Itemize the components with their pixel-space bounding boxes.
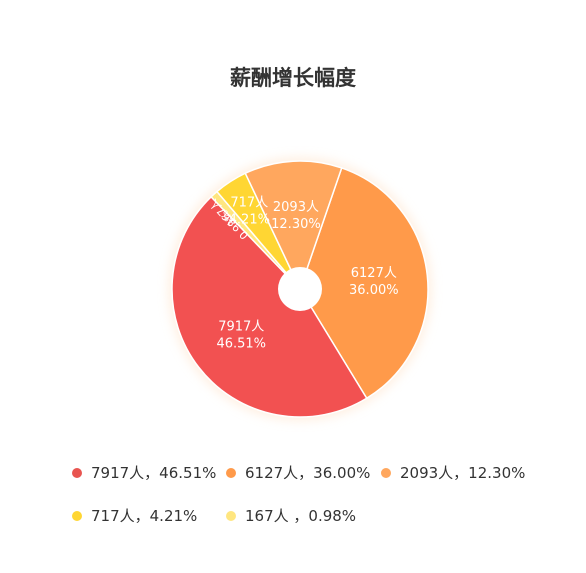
pie-slice-1 [171,195,368,418]
legend-item-1: 6127人，36.00% [226,462,370,483]
legend-label: 7917人，46.51% [91,464,217,482]
legend-label: 167人 ，0.98% [245,507,357,525]
legend-item-3: 717人，4.21% [72,505,197,526]
legend-swatch-icon [226,510,236,521]
legend-label: 717人，4.21% [91,507,198,525]
slice-value-label-3: 717人 [230,196,268,211]
legend-swatch-icon [72,510,82,521]
slice-percent-label-3: 4.21% [229,213,270,228]
pie-hole [278,267,322,311]
legend-item-2: 2093人，12.30% [381,462,525,483]
slice-value-label-4: 2093人 [273,200,319,215]
pie-slice-4 [244,160,343,291]
legend-swatch-icon [381,467,391,478]
legend-swatch-icon [226,467,236,478]
slice-percent-label-0: 36.00% [349,283,399,298]
slice-percent-label-4: 12.30% [271,217,321,232]
legend-item-0: 7917人，46.51% [72,462,216,483]
legend-item-4: 167人 ，0.98% [226,505,356,526]
chart-title: 薪酬增长幅度 [230,66,356,90]
slice-value-label-0: 6127人 [351,266,397,281]
legend-label: 6127人，36.00% [245,464,371,482]
legend-swatch-icon [72,467,82,478]
legend-label: 2093人，12.30% [400,464,526,482]
slice-value-label-1: 7917人 [218,319,264,334]
slice-percent-label-1: 46.51% [216,336,266,351]
